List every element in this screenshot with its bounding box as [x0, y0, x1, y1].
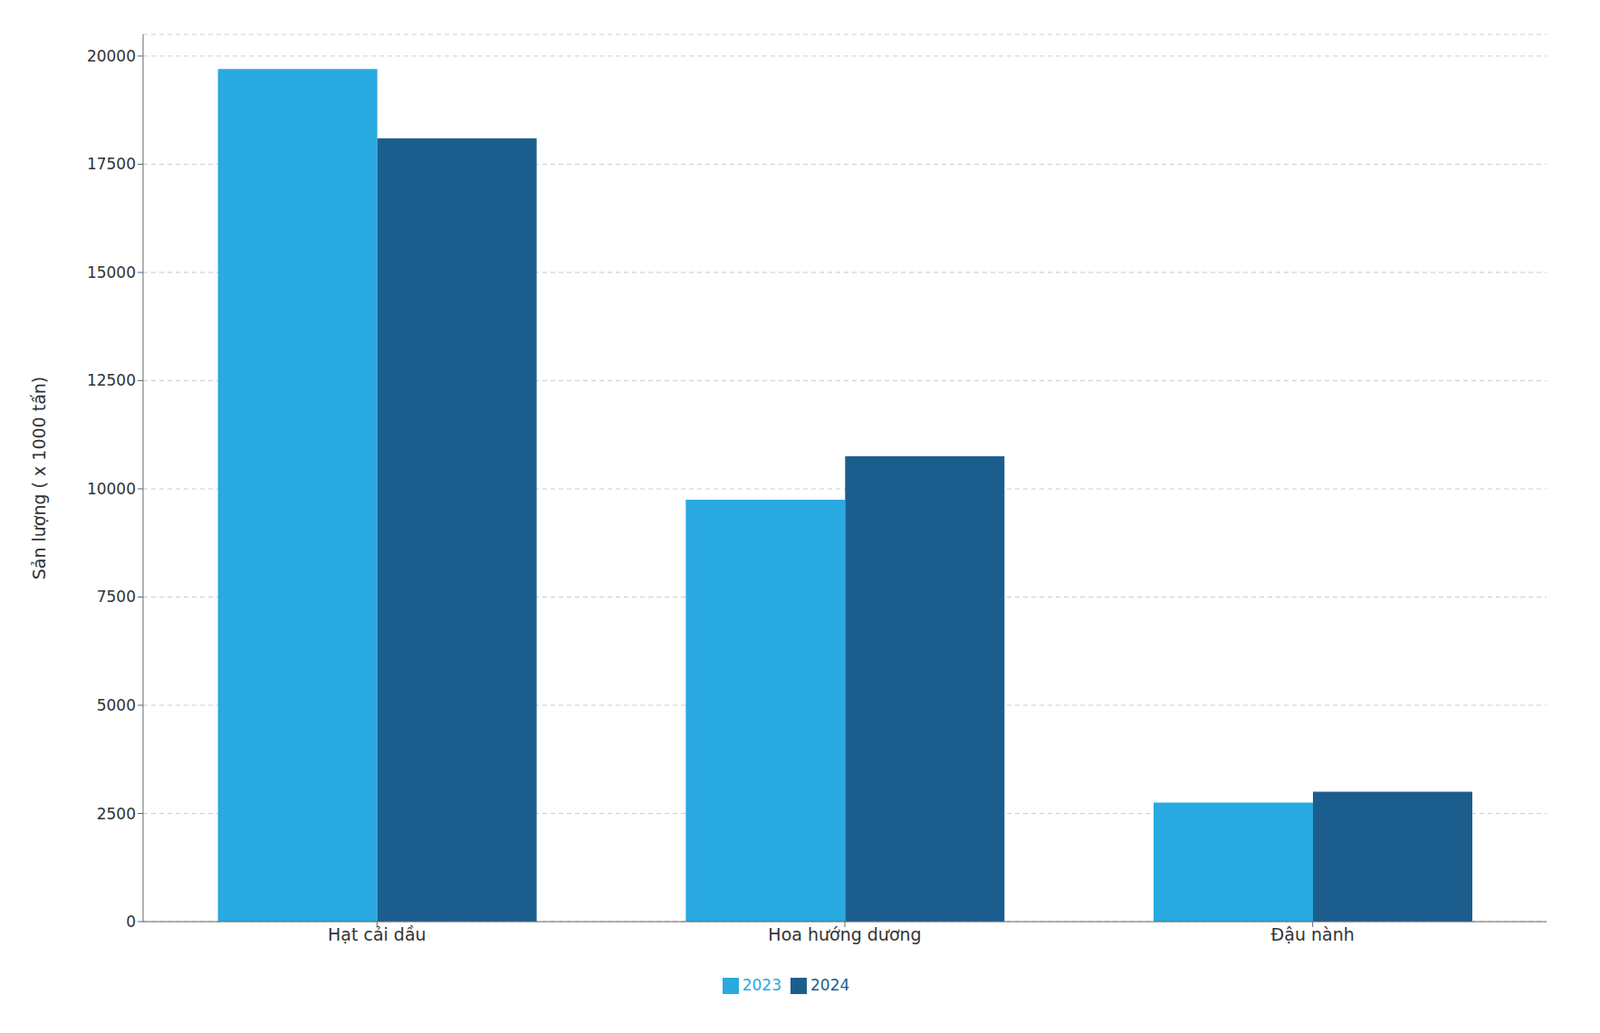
- svg-text:Sản lượng ( x 1000 tấn): Sản lượng ( x 1000 tấn): [28, 376, 49, 581]
- svg-text:Hạt cải dầu: Hạt cải dầu: [327, 924, 427, 945]
- svg-text:15000: 15000: [86, 263, 136, 282]
- svg-text:0: 0: [125, 912, 136, 931]
- html-text:2024: 2024: [810, 976, 850, 995]
- svg-text:12500: 12500: [86, 371, 136, 390]
- html-text:2023: 2023: [742, 976, 782, 995]
- svg-text:5000: 5000: [96, 696, 136, 715]
- svg-text:17500: 17500: [86, 154, 136, 173]
- svg-text:7500: 7500: [96, 587, 136, 606]
- svg-text:Hoa hướng dương: Hoa hướng dương: [767, 924, 921, 945]
- svg-text:Đậu nành: Đậu nành: [1271, 924, 1355, 945]
- svg-text:20000: 20000: [86, 47, 136, 66]
- svg-text:2500: 2500: [96, 804, 136, 824]
- svg-text:10000: 10000: [86, 479, 136, 499]
